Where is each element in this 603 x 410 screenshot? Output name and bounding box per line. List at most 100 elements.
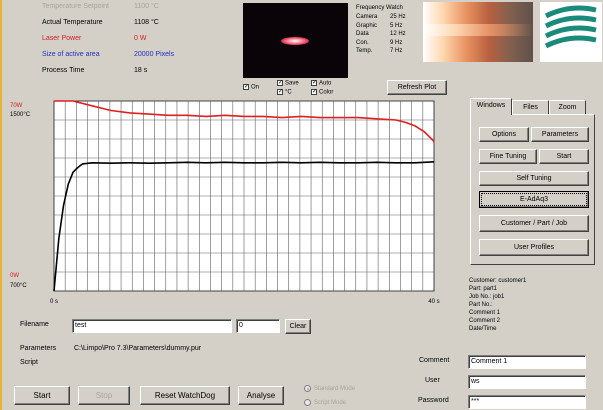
checkbox-label: Save [285, 80, 299, 87]
y-axis-top-power-label: 70W [10, 103, 23, 109]
radio-label: Standard Mode [314, 386, 356, 393]
tab-files[interactable]: Files [512, 100, 549, 115]
script-mode-radio[interactable]: Script Mode [304, 399, 346, 406]
camera-options: ✓ On ✓ Save ✓ °C ✓ Auto ✓ Color [243, 80, 353, 100]
stop-button[interactable]: Stop [78, 386, 130, 405]
user-input[interactable]: ws [468, 375, 586, 389]
standard-mode-radio[interactable]: Standard Mode [304, 385, 355, 392]
job-info: Customer: customer1 Part: part1 Job No.:… [469, 277, 599, 333]
status-label: Size of active area [42, 51, 100, 58]
filename-label: Filename [20, 321, 49, 328]
script-label: Script [20, 359, 38, 366]
series-line-temperature [53, 161, 435, 292]
freq-label: Camera [356, 14, 378, 20]
e-adapt-button[interactable]: E-AdAq3 [479, 191, 589, 208]
y-axis-top-temperature-label: 1500°C [10, 112, 31, 118]
tab-zoom[interactable]: Zoom [549, 100, 586, 115]
info-comment-2: Comment 2 [469, 318, 501, 324]
laser-plume [423, 24, 533, 36]
freq-label: Con. [356, 39, 369, 46]
x-axis-start-label: 0 s [50, 299, 58, 305]
freq-row-con: Con. 9 Hz [356, 39, 426, 48]
parameters-path: C:\Limpo\Pro 7.3\Parameters\dummy.pur [74, 345, 202, 352]
frequency-watch-title: Frequency Watch [356, 5, 403, 11]
checkbox-label: On [251, 84, 260, 91]
freq-row-graphic: Graphic 5 Hz [356, 22, 426, 31]
file-number-input[interactable]: 0 [236, 319, 280, 333]
freq-value: 25 Hz [390, 14, 406, 20]
on-checkbox[interactable]: ✓ On [243, 84, 259, 91]
freq-row-data: Data 12 Hz [356, 30, 426, 39]
radio-circle[interactable] [304, 399, 311, 406]
status-value: 20000 Pixels [134, 51, 175, 58]
freq-value: 9 Hz [390, 39, 403, 46]
temperature-power-chart: 70W 1500°C 0W 700°C 0 s 40 s [2, 95, 464, 310]
checkbox-box[interactable]: ✓ [277, 89, 284, 95]
process-camera-view [423, 2, 533, 62]
radio-label: Script Mode [314, 400, 347, 407]
freq-value: 12 Hz [390, 31, 406, 37]
melt-pool-spot [281, 37, 309, 45]
checkbox-box[interactable]: ✓ [277, 80, 284, 86]
logo-icon [544, 5, 597, 49]
status-value: 1100 °C [134, 3, 159, 10]
company-logo [540, 2, 602, 62]
frequency-watch: Frequency Watch Camera 25 Hz Graphic 5 Hz … [356, 4, 426, 56]
freq-value: 7 Hz [390, 48, 403, 54]
status-value: 18 s [134, 67, 148, 74]
start-button[interactable]: Start [14, 386, 70, 405]
start-tuning-button[interactable]: Start [539, 149, 589, 164]
comment-label: Comment [419, 357, 450, 364]
status-value: 0 W [134, 35, 147, 42]
thermal-camera-view [243, 3, 348, 78]
celsius-checkbox[interactable]: ✓ °C [277, 89, 292, 96]
info-job-no: Job No.: job1 [469, 294, 505, 300]
tab-windows[interactable]: Windows [470, 98, 512, 115]
user-label: User [425, 377, 440, 384]
fine-tuning-button[interactable]: Fine Tuning [479, 149, 537, 164]
info-customer: Customer: customer1 [469, 278, 527, 284]
freq-row-camera: Camera 25 Hz [356, 13, 426, 22]
user-profiles-button[interactable]: User Profiles [479, 239, 589, 256]
parameters-button[interactable]: Parameters [531, 127, 589, 142]
checkbox-box[interactable]: ✓ [311, 89, 318, 95]
checkbox-label: Color [319, 89, 334, 96]
color-checkbox[interactable]: ✓ Color [311, 89, 333, 96]
y-axis-bottom-power-label: 0W [10, 273, 19, 279]
password-input[interactable]: *** [468, 395, 586, 409]
options-button[interactable]: Options [479, 127, 529, 142]
status-label: Process Time [42, 67, 85, 74]
freq-row-temp: Temp. 7 Hz [356, 47, 426, 56]
info-part-no: Part No.: [469, 302, 493, 308]
freq-label: Data [356, 31, 369, 37]
freq-label: Temp. [356, 48, 373, 54]
save-checkbox[interactable]: ✓ Save [277, 80, 299, 87]
refresh-plot-button[interactable]: Refresh Plot [387, 80, 447, 95]
info-date-time: Date/Time [469, 326, 497, 332]
filename-input[interactable]: test [72, 319, 232, 333]
freq-value: 5 Hz [390, 22, 403, 29]
self-tuning-button[interactable]: Self Tuning [479, 171, 589, 186]
status-label: Actual Temperature [42, 19, 103, 26]
customer-part-job-button[interactable]: Customer / Part / Job [479, 215, 589, 232]
info-part: Part: part1 [469, 286, 498, 292]
checkbox-box[interactable]: ✓ [243, 84, 250, 90]
chart-svg: 70W 1500°C 0W 700°C 0 s 40 s [10, 100, 440, 305]
checkbox-box[interactable]: ✓ [311, 80, 318, 86]
clear-button[interactable]: Clear [285, 319, 311, 334]
comment-input[interactable]: Comment 1 [468, 355, 586, 369]
reset-watchdog-button[interactable]: Reset WatchDog [140, 386, 230, 405]
tab-panel-windows: Options Parameters Fine Tuning Start Sel… [470, 114, 595, 265]
series-line-laser-power [54, 100, 435, 142]
radio-circle[interactable] [304, 385, 311, 392]
checkbox-label: Auto [319, 80, 332, 87]
analyse-button[interactable]: Analyse [238, 386, 284, 405]
tool-tabs: Windows Files Zoom Options Parameters Fi… [470, 98, 595, 265]
status-label: Temperature Setpoint [42, 3, 109, 10]
password-label: Password [418, 397, 449, 404]
parameters-label: Parameters [20, 345, 57, 352]
auto-checkbox[interactable]: ✓ Auto [311, 80, 331, 87]
status-value: 1108 °C [134, 19, 159, 26]
checkbox-label: °C [285, 89, 292, 96]
